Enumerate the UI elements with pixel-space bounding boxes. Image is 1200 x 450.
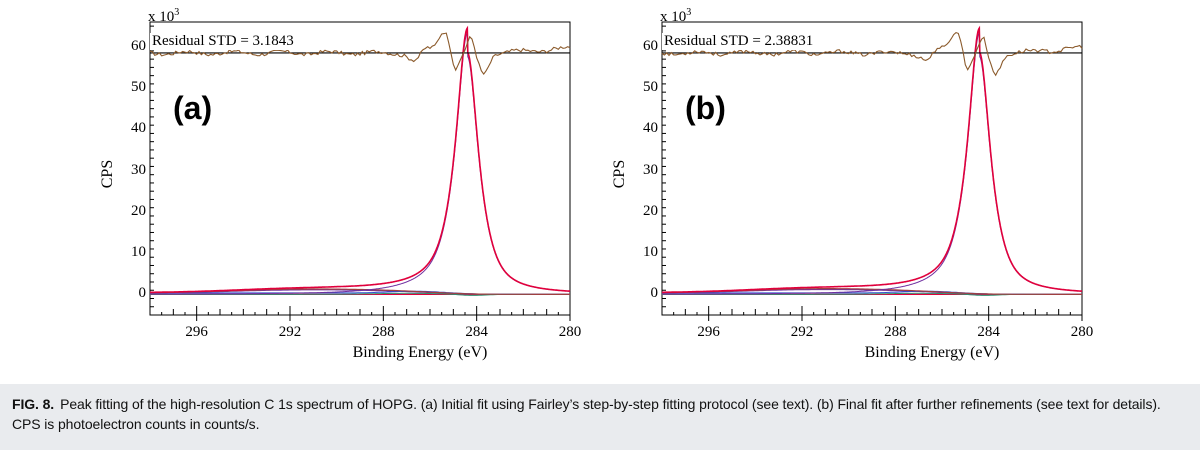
y-tick-label: 30 xyxy=(643,161,658,178)
y-tick-label: 10 xyxy=(131,244,146,261)
y-tick-label: 50 xyxy=(643,79,658,96)
y-tick-label: 60 xyxy=(643,37,658,54)
x-tick-label: 284 xyxy=(465,324,488,340)
x-tick-label: 280 xyxy=(558,324,582,340)
chart-panel-b: x 103 Residual STD = 2.38831 (b) CPS Bin… xyxy=(572,0,1132,380)
x-tick-label: 292 xyxy=(278,324,302,340)
residual-std-label: Residual STD = 3.1843 xyxy=(150,33,296,50)
x-tick-label: 288 xyxy=(884,324,907,340)
x-tick-label: 296 xyxy=(185,324,208,340)
y-tick-label: 50 xyxy=(131,79,146,96)
panel-label: (a) xyxy=(173,90,213,126)
figure-caption: FIG. 8. Peak fitting of the high-resoluti… xyxy=(12,394,1188,434)
x-axis-label: Binding Energy (eV) xyxy=(352,344,488,361)
y-tick-label: 60 xyxy=(131,37,146,54)
x-axis-label: Binding Energy (eV) xyxy=(864,344,1000,361)
figure: x 103 Residual STD = 3.1843 (a) CPS Bind… xyxy=(60,0,1132,380)
x-tick-label: 284 xyxy=(977,324,1000,340)
chart-svg-b xyxy=(661,21,1083,321)
y-tick-label: 20 xyxy=(643,202,658,219)
chart-panel-a: x 103 Residual STD = 3.1843 (a) CPS Bind… xyxy=(60,0,620,380)
y-tick-label: 0 xyxy=(138,285,147,302)
x-tick-label: 296 xyxy=(697,324,720,340)
plot-frame xyxy=(661,21,1083,316)
y-multiplier-label: x 103 xyxy=(660,7,692,25)
x-tick-label: 292 xyxy=(790,324,814,340)
caption-label: FIG. 8. xyxy=(12,396,55,412)
y-tick-label: 20 xyxy=(131,202,146,219)
y-tick-label: 40 xyxy=(643,120,658,137)
envelope-line xyxy=(662,25,1083,294)
y-tick-label: 40 xyxy=(131,120,146,137)
envelope-line xyxy=(150,25,571,294)
y-tick-label: 0 xyxy=(650,285,659,302)
caption-text: Peak fitting of the high-resolution C 1s… xyxy=(12,396,1161,432)
chart-svg-a xyxy=(149,21,571,321)
panel-label: (b) xyxy=(685,90,726,126)
x-tick-label: 280 xyxy=(1070,324,1094,340)
caption-box: FIG. 8. Peak fitting of the high-resoluti… xyxy=(0,384,1200,450)
x-tick-label: 288 xyxy=(372,324,395,340)
y-multiplier-label: x 103 xyxy=(148,7,180,25)
plot-frame xyxy=(149,21,571,316)
residual-std-label: Residual STD = 2.38831 xyxy=(662,33,816,50)
y-tick-label: 30 xyxy=(131,161,146,178)
residual-trace xyxy=(661,31,1083,77)
residual-trace xyxy=(149,32,571,76)
y-tick-label: 10 xyxy=(643,244,658,261)
